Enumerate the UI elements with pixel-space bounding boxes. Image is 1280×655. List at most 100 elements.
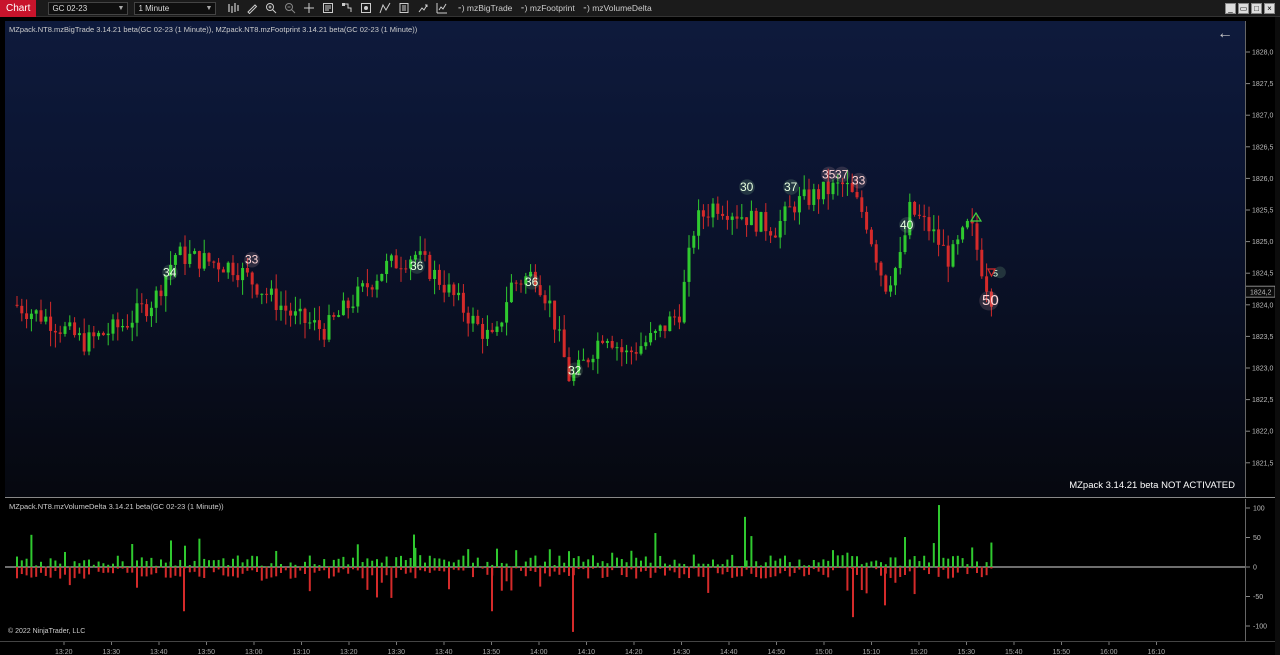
delta-bar <box>750 536 753 574</box>
time-tick-label: 13:00 <box>245 649 263 655</box>
big-trade-marker[interactable]: 33 <box>244 251 260 268</box>
indicator-mzbigtrade[interactable]: ⁃) mzBigTrade <box>457 2 513 13</box>
minimize-icon[interactable]: _ <box>1225 3 1236 14</box>
data-box-icon[interactable] <box>321 1 335 15</box>
candle <box>817 184 821 214</box>
delta-bar <box>654 533 657 573</box>
candle <box>149 301 153 327</box>
big-trade-marker[interactable]: 30 <box>739 179 755 195</box>
big-trade-marker[interactable]: 32 <box>567 362 583 379</box>
candle <box>793 201 797 221</box>
delta-bar <box>20 560 23 575</box>
chart-tab[interactable]: Chart <box>0 0 37 17</box>
big-trade-marker[interactable]: 50 <box>979 291 999 311</box>
volume-delta-panel[interactable]: MZpack.NT8.mzVolumeDelta 3.14.21 beta(GC… <box>5 499 1245 641</box>
drawing-tool-icon[interactable] <box>378 1 392 15</box>
candle <box>956 235 960 255</box>
big-trade-marker[interactable]: 37 <box>783 179 799 195</box>
candle <box>879 260 883 287</box>
price-axis[interactable]: 1828,0 1827,5 1827,0 1826,5 1826,0 1825,5 1825… <box>1245 21 1276 497</box>
big-trade-marker[interactable]: 33 <box>851 172 867 189</box>
delta-bar <box>284 566 287 571</box>
delta-bar <box>188 565 191 573</box>
candle <box>706 203 710 227</box>
delta-bar <box>30 534 33 578</box>
candle <box>250 271 254 299</box>
candle <box>509 274 513 303</box>
delta-bar <box>352 557 354 570</box>
candle <box>893 266 897 295</box>
big-trade-marker[interactable]: 40 <box>899 217 915 233</box>
properties-icon[interactable] <box>397 1 411 15</box>
delta-bar <box>956 555 959 573</box>
big-trade-marker[interactable]: 37 <box>834 166 850 183</box>
price-tick-label: 1825,5 <box>1252 208 1274 215</box>
crosshair-icon[interactable] <box>302 1 316 15</box>
panel-divider[interactable] <box>5 497 1275 498</box>
zoom-out-icon[interactable] <box>283 1 297 15</box>
delta-bar <box>635 557 638 579</box>
interval-select[interactable]: 1 Minute ▼ <box>134 1 217 15</box>
time-tick-label: 13:30 <box>388 649 406 655</box>
indicator-mzfootprint[interactable]: ⁃) mzFootprint <box>520 2 575 13</box>
close-icon[interactable]: × <box>1264 3 1275 14</box>
delta-bar <box>78 563 81 574</box>
delta-bar <box>880 562 882 576</box>
delta-bar <box>126 565 129 573</box>
bar-chart-icon[interactable] <box>226 1 240 15</box>
candle <box>327 304 331 343</box>
candle <box>145 299 149 322</box>
zoom-in-icon[interactable] <box>264 1 278 15</box>
big-trade-marker[interactable]: 35 <box>821 166 837 183</box>
candle <box>538 275 542 297</box>
delta-bar <box>68 566 71 586</box>
candle <box>365 269 369 297</box>
pencil-icon[interactable] <box>245 1 259 15</box>
arrow-left-icon[interactable]: ← <box>1217 25 1233 42</box>
delta-bar <box>184 545 186 569</box>
price-panel-label: MZpack.NT8.mzBigTrade 3.14.21 beta(GC 02… <box>9 25 418 34</box>
buy-signal-triangle <box>969 211 983 222</box>
candle <box>404 259 408 273</box>
big-trade-marker[interactable]: 34 <box>162 264 178 281</box>
instrument-select[interactable]: GC 02-23 ▼ <box>48 1 129 15</box>
candle <box>754 207 758 237</box>
big-trade-label: 36 <box>410 259 424 273</box>
candle <box>572 367 576 386</box>
candle <box>845 169 849 196</box>
candle <box>15 295 19 308</box>
big-trade-marker[interactable]: 36 <box>524 274 540 290</box>
candle <box>596 332 600 374</box>
candle <box>735 205 739 229</box>
candle <box>874 239 878 271</box>
candle <box>231 255 235 282</box>
maximize-icon[interactable]: □ <box>1251 3 1262 14</box>
indicators-icon[interactable] <box>435 1 449 15</box>
candle <box>841 177 845 197</box>
candle <box>788 195 792 208</box>
instruments-icon[interactable] <box>416 1 430 15</box>
delta-bar <box>587 559 590 579</box>
candle <box>985 263 989 303</box>
delta-bar <box>481 566 484 569</box>
candle <box>461 284 465 322</box>
screenshot-icon[interactable] <box>359 1 373 15</box>
candle <box>826 168 830 210</box>
price-panel[interactable]: 34 33 36 36 32 30 37 35 37 33 40 50 5 MZpack.NT8.mzB… <box>5 21 1245 497</box>
candle <box>207 252 211 266</box>
delta-axis[interactable]: 100 50 0 -50 -100 <box>1245 499 1275 641</box>
delta-bar <box>836 555 839 568</box>
big-trade-marker[interactable]: 5 <box>993 266 1006 279</box>
time-axis[interactable]: 13:20 13:30 13:40 13:50 13:00 13:10 13:20 13:30… <box>0 641 1280 655</box>
big-trade-marker[interactable]: 36 <box>409 258 425 274</box>
delta-bar <box>563 562 566 573</box>
candle <box>485 315 489 347</box>
big-trade-label: 37 <box>835 167 849 181</box>
restore-icon[interactable]: ▭ <box>1238 3 1249 14</box>
candle <box>937 215 941 257</box>
strategies-icon[interactable] <box>340 1 354 15</box>
delta-bar <box>928 562 930 575</box>
candle <box>217 257 221 282</box>
indicator-mzvolumedelta[interactable]: ⁃) mzVolumeDelta <box>582 2 652 13</box>
candle <box>265 287 269 304</box>
